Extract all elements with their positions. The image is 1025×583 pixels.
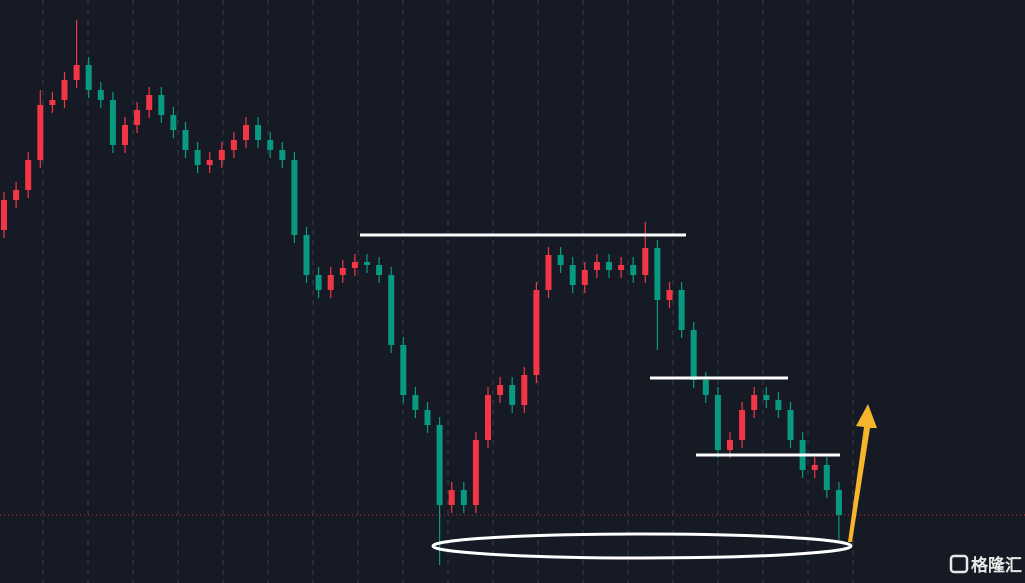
candle-body — [533, 290, 540, 375]
candle-body — [61, 80, 68, 100]
grid — [42, 0, 854, 583]
candle-body — [230, 140, 237, 150]
candle-body — [823, 465, 830, 490]
candle-body — [618, 265, 625, 270]
watermark: 格隆汇 — [949, 554, 1022, 576]
candle-body — [400, 345, 407, 395]
bottom-ellipse — [431, 532, 853, 560]
candle-body — [678, 290, 685, 330]
candle-body — [388, 275, 395, 345]
candle-body — [158, 95, 165, 115]
candle-body — [122, 125, 128, 145]
watermark-text: 格隆汇 — [971, 555, 1022, 576]
candle-body — [521, 375, 528, 405]
candle-body — [569, 265, 576, 285]
candle-body — [243, 125, 249, 140]
candle-body — [763, 395, 770, 400]
candle-body — [279, 150, 286, 160]
candle-body — [545, 255, 552, 290]
candle-body — [182, 130, 189, 150]
candle-body — [291, 160, 298, 235]
candle-body — [593, 262, 600, 270]
candle-body — [13, 190, 20, 200]
candle-body — [37, 105, 44, 160]
candle-body — [218, 150, 225, 160]
candle-body — [714, 395, 721, 450]
candle-body — [739, 410, 746, 440]
watermark-logo — [949, 554, 969, 574]
candle-body — [775, 400, 782, 410]
candle-body — [702, 380, 709, 395]
candle-body — [170, 115, 177, 130]
candle-body — [85, 65, 92, 90]
candle-body — [811, 465, 818, 470]
candle-body — [73, 65, 80, 80]
candle-body — [327, 275, 334, 290]
candle-body — [376, 265, 383, 275]
candle-body — [315, 275, 322, 290]
candle-body — [49, 100, 56, 105]
candle-body — [485, 395, 491, 440]
candle-body — [835, 490, 842, 515]
candle-body — [255, 125, 262, 140]
candle-body — [557, 255, 564, 265]
candle-body — [1, 200, 7, 230]
candle-body — [666, 290, 673, 300]
candle-body — [606, 262, 612, 270]
candle-body — [206, 160, 213, 165]
candle-body — [727, 440, 733, 450]
candle-body — [460, 490, 467, 505]
candle-body — [194, 150, 201, 165]
candle-body — [448, 490, 455, 505]
candle-body — [267, 140, 274, 150]
candle-body — [654, 248, 661, 300]
candle-body — [25, 160, 32, 190]
candle-body — [134, 110, 141, 125]
candle-body — [109, 100, 116, 145]
candle-body — [97, 90, 104, 100]
candle-body — [509, 385, 516, 405]
candle-body — [424, 410, 431, 425]
candle-body — [787, 410, 794, 440]
candle-body — [690, 330, 697, 380]
candle-body — [436, 425, 443, 505]
candle-body — [581, 270, 588, 285]
candle-body — [364, 262, 370, 265]
candle-body — [472, 440, 479, 505]
candle-body — [146, 95, 153, 110]
up-arrow — [848, 404, 877, 542]
candle-body — [339, 268, 346, 275]
candle-body — [642, 248, 649, 275]
candle-body — [412, 395, 419, 410]
candle-body — [497, 385, 504, 395]
candle-body — [351, 262, 358, 268]
candle-body — [630, 265, 637, 275]
candle-body — [303, 235, 310, 275]
candle-body — [751, 395, 758, 410]
annotations — [360, 233, 877, 560]
